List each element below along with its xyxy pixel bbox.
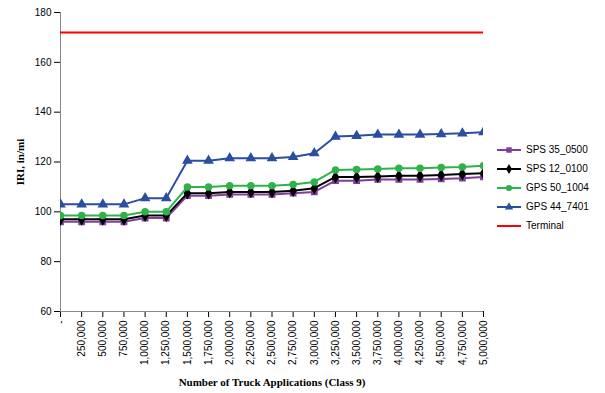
svg-text:4,750,000: 4,750,000: [457, 320, 468, 365]
svg-text:180: 180: [35, 7, 52, 18]
svg-text:750,000: 750,000: [118, 320, 129, 357]
svg-text:3,750,000: 3,750,000: [372, 320, 383, 365]
svg-text:500,000: 500,000: [97, 320, 108, 357]
svg-text:160: 160: [35, 57, 52, 68]
svg-text:-: -: [55, 321, 66, 324]
html-text:GPS 50_1004: GPS 50_1004: [526, 182, 589, 193]
svg-text:2,500,000: 2,500,000: [266, 320, 277, 365]
svg-text:100: 100: [35, 206, 52, 217]
html-text:SPS 12_0100: SPS 12_0100: [526, 163, 588, 174]
svg-text:3,250,000: 3,250,000: [330, 320, 341, 365]
svg-text:4,250,000: 4,250,000: [414, 320, 425, 365]
svg-text:140: 140: [35, 106, 52, 117]
html-text:Terminal: Terminal: [526, 220, 564, 231]
svg-text:60: 60: [40, 306, 52, 317]
svg-text:2,000,000: 2,000,000: [224, 320, 235, 365]
svg-text:1,000,000: 1,000,000: [139, 320, 150, 365]
svg-text:2,250,000: 2,250,000: [245, 320, 256, 365]
svg-text:4,000,000: 4,000,000: [393, 320, 404, 365]
svg-text:3,500,000: 3,500,000: [351, 320, 362, 365]
svg-text:250,000: 250,000: [76, 320, 87, 357]
svg-text:5,000,000: 5,000,000: [478, 320, 489, 365]
svg-text:2,750,000: 2,750,000: [287, 320, 298, 365]
svg-text:3,000,000: 3,000,000: [309, 320, 320, 365]
svg-text:1,250,000: 1,250,000: [160, 320, 171, 365]
svg-text:1,750,000: 1,750,000: [203, 320, 214, 365]
svg-text:1,500,000: 1,500,000: [182, 320, 193, 365]
svg-text:80: 80: [40, 256, 52, 267]
svg-text:IRI, in/mi: IRI, in/mi: [14, 139, 26, 185]
svg-text:120: 120: [35, 156, 52, 167]
svg-text:4,500,000: 4,500,000: [435, 320, 446, 365]
html-text:SPS 35_0500: SPS 35_0500: [526, 144, 588, 155]
html-text:GPS 44_7401: GPS 44_7401: [526, 201, 589, 212]
svg-text:Number of Truck Applications (: Number of Truck Applications (Class 9): [179, 376, 366, 389]
